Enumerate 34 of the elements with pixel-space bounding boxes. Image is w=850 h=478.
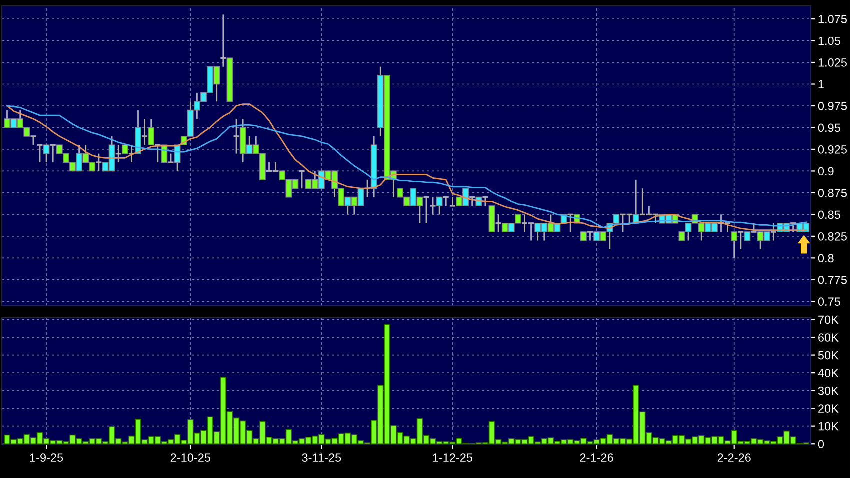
x-tick-label: 2-10-25 <box>170 454 211 462</box>
y-tick-label: 10K <box>818 422 839 431</box>
y-tick-label: 20K <box>818 404 839 413</box>
x-tick-label: 1-12-25 <box>433 454 473 462</box>
y-tick-label: 0.975 <box>818 102 847 110</box>
y-tick-label: 0.8 <box>818 254 834 263</box>
candlestick <box>429 196 437 216</box>
y-tick-label: 0.875 <box>818 188 847 198</box>
x-tick-label: 1-9-25 <box>30 454 64 462</box>
candlestick <box>141 118 148 146</box>
candlestick <box>232 118 240 155</box>
y-tick-label: 0.75 <box>818 298 840 306</box>
y-tick-label: 0.95 <box>818 124 840 132</box>
y-tick-label: 30K <box>818 386 839 396</box>
y-tick-label: 1.075 <box>818 15 847 24</box>
y-tick-label: 1 <box>818 80 824 89</box>
y-tick-label: 0.925 <box>818 146 847 154</box>
x-tick-label: 2-2-26 <box>718 454 751 462</box>
y-tick-label: 40K <box>818 369 839 378</box>
y-tick-label: 1.05 <box>818 36 840 46</box>
y-tick-label: 50K <box>818 351 839 360</box>
x-tick-label: 2-1-26 <box>580 454 614 462</box>
y-tick-label: 0.775 <box>818 276 847 284</box>
candlestick <box>449 196 456 207</box>
y-tick-label: 0.825 <box>818 232 847 241</box>
y-tick-label: 0 <box>818 440 824 449</box>
candlestick <box>30 136 38 146</box>
y-tick-label: 70K <box>818 316 839 324</box>
x-tick-label: 3-11-25 <box>302 454 342 462</box>
y-tick-label: 1.025 <box>818 58 847 67</box>
y-tick-label: 60K <box>818 334 839 342</box>
y-tick-label: 0.9 <box>818 167 834 176</box>
candlestick <box>95 153 103 172</box>
y-tick-label: 0.85 <box>818 210 840 220</box>
